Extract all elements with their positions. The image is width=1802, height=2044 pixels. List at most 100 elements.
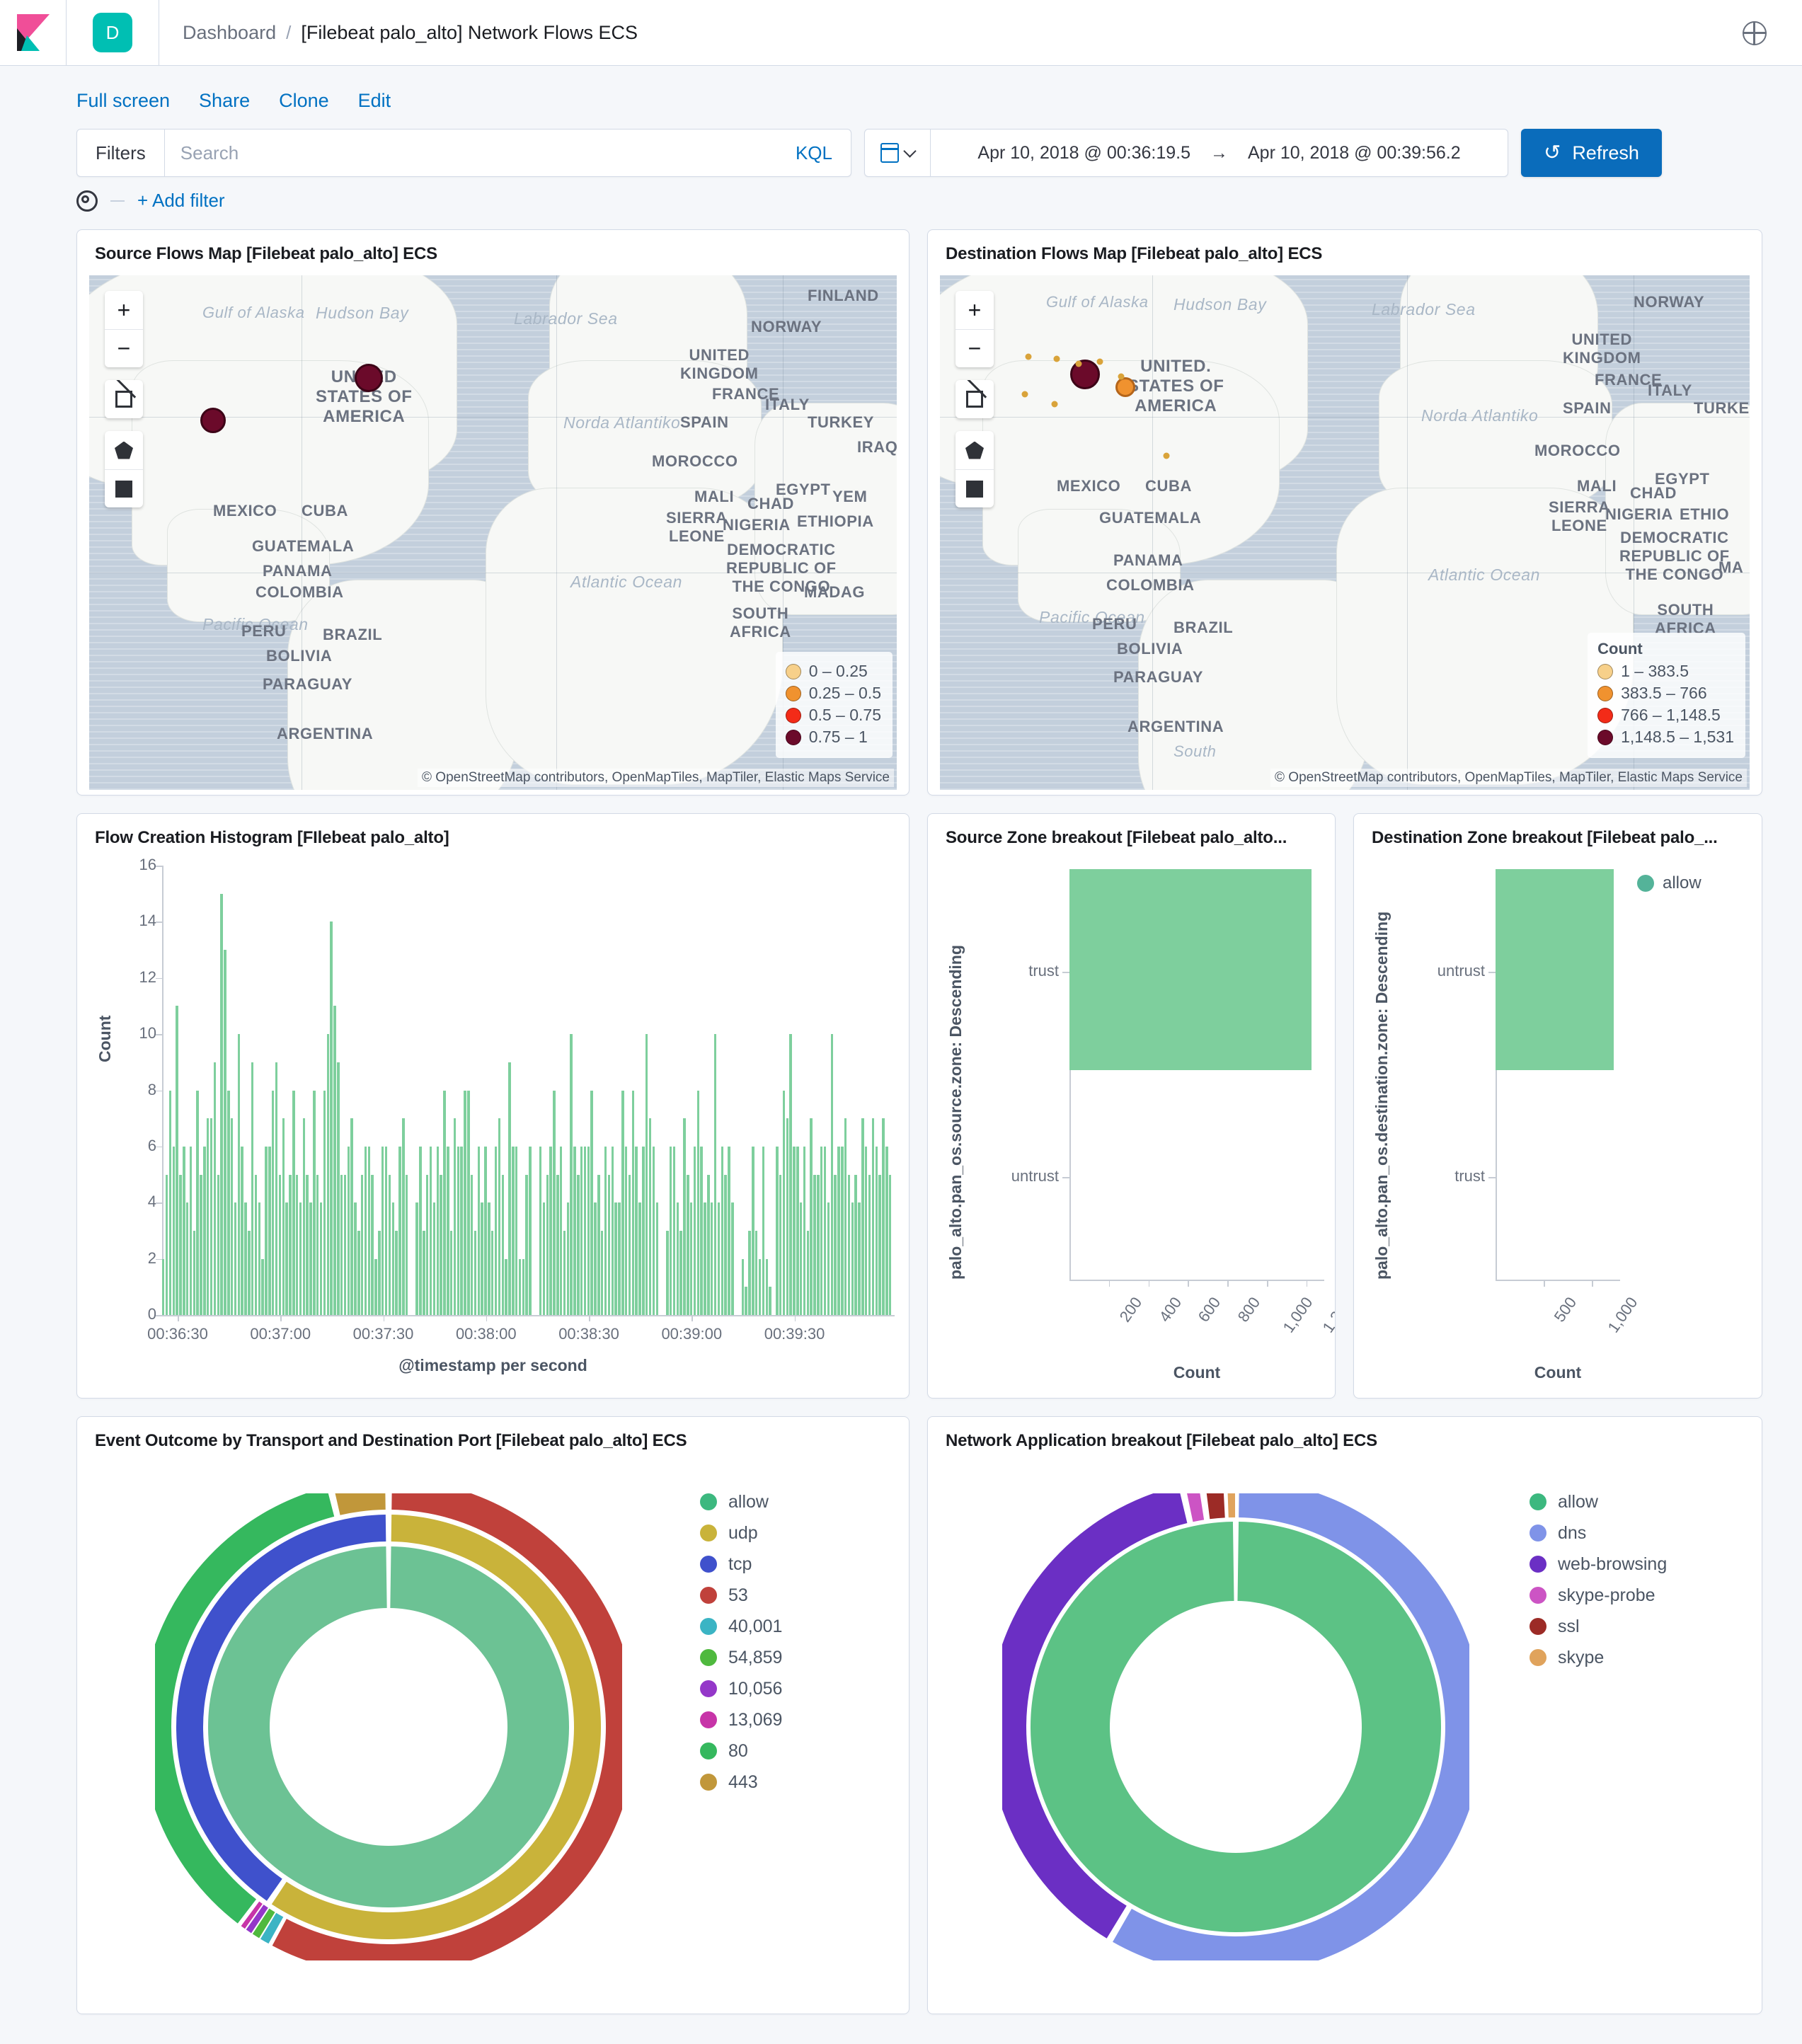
histogram-bar[interactable] (707, 1174, 710, 1315)
zoom-in-button[interactable]: + (117, 297, 131, 323)
donut-slice[interactable] (260, 1912, 284, 1944)
histogram-bar[interactable] (371, 1174, 374, 1315)
histogram-bar[interactable] (666, 1230, 669, 1315)
histogram-bar[interactable] (251, 1062, 254, 1315)
histogram-bar[interactable] (326, 1034, 329, 1315)
histogram-bar[interactable] (851, 1202, 854, 1315)
histogram-bar[interactable] (679, 1230, 682, 1315)
histogram-bar[interactable] (844, 1118, 847, 1315)
donut-slice[interactable] (155, 1493, 335, 1924)
histogram-bar[interactable] (748, 1230, 751, 1315)
histogram-bar[interactable] (645, 1034, 648, 1315)
histogram-bar[interactable] (501, 1174, 505, 1315)
histogram-bar[interactable] (203, 1146, 206, 1315)
histogram-bar[interactable] (491, 1230, 494, 1315)
histogram-bar[interactable] (230, 1118, 234, 1315)
histogram-bar[interactable] (693, 1146, 696, 1315)
histogram-bar[interactable] (313, 1090, 316, 1315)
histogram-bar[interactable] (185, 1202, 189, 1315)
space-avatar[interactable]: D (93, 13, 132, 52)
legend-item[interactable]: skype-probe (1530, 1580, 1667, 1611)
histogram-bar[interactable] (306, 1174, 309, 1315)
histogram-bar[interactable] (395, 1230, 398, 1315)
date-range-picker[interactable]: Apr 10, 2018 @ 00:36:19.5 → Apr 10, 2018… (864, 129, 1508, 177)
histogram-bar[interactable] (871, 1118, 875, 1315)
histogram-bar[interactable] (282, 1118, 285, 1315)
histogram-bar[interactable] (423, 1230, 425, 1315)
fit-to-data-button[interactable] (955, 380, 994, 418)
histogram-bar[interactable] (237, 1034, 241, 1315)
histogram-bar[interactable] (711, 1202, 713, 1315)
clone-link[interactable]: Clone (279, 90, 329, 111)
map-marker[interactable] (1075, 360, 1082, 367)
histogram-bar[interactable] (258, 1202, 261, 1315)
histogram-bar[interactable] (364, 1146, 367, 1315)
histogram-bar[interactable] (700, 1146, 703, 1315)
histogram-bar[interactable] (875, 1146, 878, 1315)
histogram-bar[interactable] (676, 1202, 679, 1315)
histogram-bar[interactable] (624, 1146, 628, 1315)
zoom-out-button[interactable]: − (955, 329, 994, 367)
edit-link[interactable]: Edit (357, 90, 391, 111)
histogram-bar[interactable] (176, 1006, 178, 1315)
breadcrumb-dashboard[interactable]: Dashboard (183, 21, 277, 43)
legend-item[interactable]: 54,859 (700, 1642, 782, 1673)
histogram-bar[interactable] (449, 1230, 453, 1315)
donut-slice[interactable] (246, 1905, 268, 1934)
histogram-bar[interactable] (546, 1174, 549, 1315)
histogram-bar[interactable] (319, 1202, 323, 1315)
map-marker[interactable] (1096, 358, 1103, 365)
histogram-bar[interactable] (402, 1118, 405, 1315)
histogram-bar[interactable] (405, 1174, 408, 1315)
donut-slice[interactable] (1205, 1493, 1225, 1520)
histogram-chart[interactable]: Count 0 2 4 6 8 10 12 14 16 00:36:30 00:37:00 00:37:… (77, 848, 909, 1393)
search-input[interactable] (164, 142, 777, 164)
legend-item[interactable]: 80 (700, 1735, 782, 1767)
histogram-bar[interactable] (631, 1090, 635, 1315)
histogram-bar[interactable] (432, 1202, 436, 1315)
histogram-bar[interactable] (830, 1034, 834, 1315)
histogram-bar[interactable] (398, 1146, 401, 1315)
histogram-bar[interactable] (460, 1146, 463, 1315)
histogram-bar[interactable] (347, 1146, 350, 1315)
histogram-bar[interactable] (183, 1146, 185, 1315)
donut-slice[interactable] (1002, 1493, 1188, 1939)
histogram-bar[interactable] (570, 1034, 573, 1315)
histogram-bar[interactable] (436, 1146, 439, 1315)
donut-slice[interactable] (176, 1515, 386, 1901)
histogram-bar[interactable] (447, 1146, 449, 1315)
histogram-bar[interactable] (224, 950, 226, 1315)
date-end[interactable]: Apr 10, 2018 @ 00:39:56.2 (1248, 142, 1461, 163)
histogram-bar[interactable] (193, 1230, 196, 1315)
histogram-bar[interactable] (522, 1258, 525, 1315)
histogram-bar[interactable] (611, 1146, 614, 1315)
map-marker[interactable] (1118, 373, 1125, 380)
histogram-bar[interactable] (265, 1146, 268, 1315)
histogram-bar[interactable] (731, 1202, 734, 1315)
histogram-bar[interactable] (741, 1258, 745, 1315)
histogram-bar[interactable] (713, 1034, 717, 1315)
histogram-bar[interactable] (854, 1174, 857, 1315)
histogram-bar[interactable] (220, 893, 223, 1315)
fit-to-data-button[interactable] (105, 380, 143, 418)
histogram-bar[interactable] (834, 1174, 837, 1315)
histogram-bar[interactable] (488, 1202, 490, 1315)
legend-item[interactable]: 53 (700, 1580, 782, 1611)
histogram-bar[interactable] (594, 1202, 597, 1315)
histogram-bar[interactable] (323, 1090, 326, 1315)
histogram-bar[interactable] (467, 1090, 470, 1315)
draw-bounds-button[interactable] (105, 469, 143, 507)
histogram-bar[interactable] (864, 1146, 868, 1315)
histogram-bar[interactable] (429, 1146, 432, 1315)
histogram-bar[interactable] (244, 1202, 247, 1315)
donut-slice[interactable] (208, 1546, 569, 1907)
histogram-bar[interactable] (241, 1146, 243, 1315)
histogram-bar[interactable] (758, 1258, 762, 1315)
histogram-bar[interactable] (683, 1118, 686, 1315)
legend-item[interactable]: tcp (700, 1549, 782, 1580)
legend-item[interactable]: web-browsing (1530, 1549, 1667, 1580)
histogram-bar[interactable] (248, 1230, 251, 1315)
histogram-bar[interactable] (440, 1174, 442, 1315)
histogram-bar[interactable] (817, 1174, 820, 1315)
histogram-bar[interactable] (793, 1146, 796, 1315)
